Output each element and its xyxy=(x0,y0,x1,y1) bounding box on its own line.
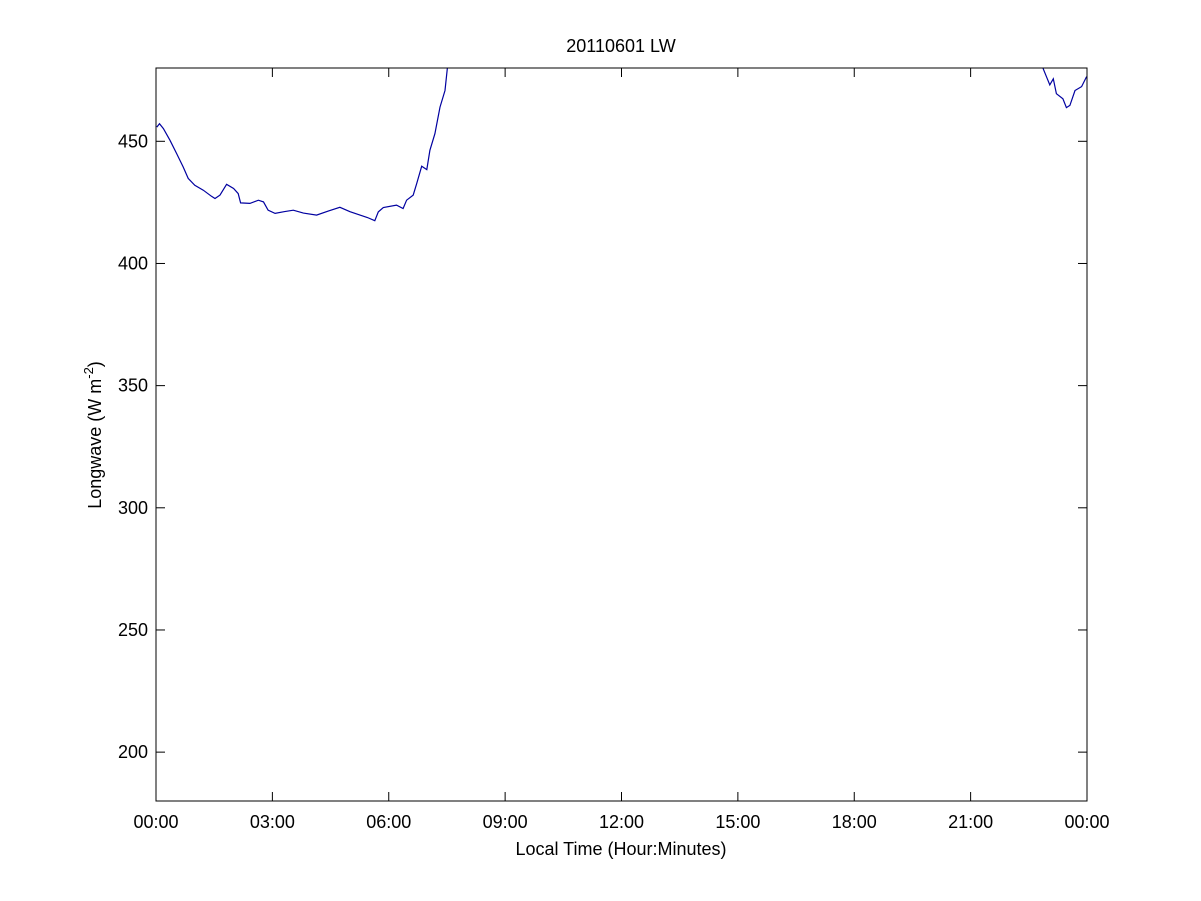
y-label-end: ) xyxy=(85,361,105,367)
y-tick-label: 350 xyxy=(118,376,148,396)
y-tick-label: 200 xyxy=(118,742,148,762)
y-tick-label: 250 xyxy=(118,620,148,640)
y-tick-label: 450 xyxy=(118,131,148,151)
y-axis-label: Longwave (W m-2) xyxy=(81,361,105,509)
x-tick-label: 06:00 xyxy=(366,812,411,832)
x-tick-label: 21:00 xyxy=(948,812,993,832)
longwave-line-segment xyxy=(156,68,449,222)
x-tick-label: 00:00 xyxy=(1064,812,1109,832)
plot-area xyxy=(156,68,1087,801)
x-tick-label: 18:00 xyxy=(832,812,877,832)
x-tick-label: 12:00 xyxy=(599,812,644,832)
y-tick-label: 300 xyxy=(118,498,148,518)
y-tick-label: 400 xyxy=(118,253,148,273)
ticks-layer: 00:00 03:00 06:00 09:00 12:00 15:00 18:00 21:00… xyxy=(118,68,1110,832)
axes-box xyxy=(155,67,1088,802)
chart-title: 20110601 LW xyxy=(566,36,675,56)
x-tick-label: 15:00 xyxy=(715,812,760,832)
y-label-main: Longwave (W m xyxy=(85,379,105,509)
x-axis-label: Local Time (Hour:Minutes) xyxy=(515,839,726,859)
y-label-sup: -2 xyxy=(81,367,96,379)
x-tick-label: 03:00 xyxy=(250,812,295,832)
series-layer xyxy=(156,68,1087,222)
x-tick-label: 00:00 xyxy=(133,812,178,832)
x-tick-label: 09:00 xyxy=(483,812,528,832)
longwave-line-segment xyxy=(1042,68,1087,109)
